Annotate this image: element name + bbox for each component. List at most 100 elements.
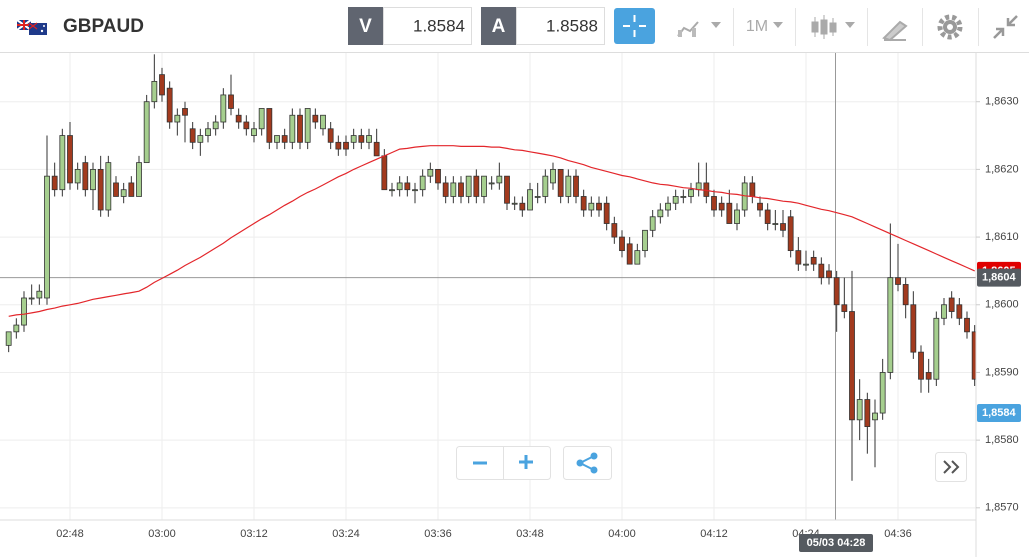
candle-body [565,175,572,197]
candle-body [856,399,863,421]
bid-box [383,7,472,45]
candle-body [396,182,403,191]
share-button[interactable] [563,446,612,480]
crosshair-icon [623,15,646,37]
y-tick-label: 1,8610 [985,231,1019,243]
candle-body [320,114,326,130]
candle-body [389,189,395,192]
y-tick-label: 1,8580 [985,434,1019,446]
y-tick-label: 1,8570 [985,502,1019,514]
candle-body [933,317,940,380]
y-tick-label: 1,8630 [985,96,1019,108]
candle-body [688,189,694,197]
crosshair-time-box [799,534,873,552]
crosshair-button[interactable] [614,8,655,44]
bid-price: 1.8584 [413,16,465,35]
candle-body [44,175,50,299]
candle-body [427,168,434,177]
candle-body [266,108,273,143]
candle-body [5,331,12,346]
x-tick-label: 03:00 [148,528,176,540]
chart-type-button[interactable] [677,21,721,37]
candle-body [36,290,43,299]
candle-body [151,80,158,103]
bid-button[interactable] [348,7,383,45]
candle-body [67,135,73,184]
collapse-button[interactable] [993,15,1018,39]
candle-body [864,399,871,427]
interval-button[interactable]: 1M [746,18,768,35]
interval-arrow[interactable] [773,22,783,28]
draw-button[interactable] [882,20,908,42]
candle-body [289,114,296,143]
candle-body [458,182,464,197]
candle-body [849,311,855,421]
candle-body [611,223,618,238]
candle-body [182,108,188,116]
candle-body [143,101,150,164]
candle-body [281,135,288,143]
candle-body [948,297,955,312]
candle-body [343,141,349,150]
candle-body [910,304,917,353]
candle-body [519,202,526,211]
candle-body [772,223,779,225]
candle-body [841,304,848,312]
candle-body [51,175,58,191]
candle-body [726,202,733,224]
candle-body [872,412,878,421]
candle-body [902,284,909,306]
candle-body [350,135,357,143]
candle-body [527,189,533,211]
candle-body [243,121,250,130]
candle-body [680,196,687,198]
candle-body [212,121,219,130]
candle-type-button[interactable] [811,15,855,39]
x-tick-label: 03:36 [424,528,452,540]
candle-body [488,182,495,185]
y-tick-label: 1,8590 [985,366,1019,378]
candle-body [197,135,204,143]
ask-box [516,7,605,45]
candle-body [764,209,771,224]
ask-button[interactable] [481,7,516,45]
x-tick-label: 04:00 [608,528,636,540]
candle-body [925,372,932,380]
candle-body [588,202,595,211]
candle-body [642,229,648,252]
candle-body [826,270,832,279]
candle-body [879,372,886,414]
candle-body [573,175,579,197]
candle-body [757,202,763,211]
price-tag [977,268,1021,287]
candle-body [82,162,89,191]
settings-button[interactable] [937,14,963,40]
candle-body [412,189,418,192]
candle-body [174,114,181,123]
candle-body [895,277,901,285]
candle-body [228,94,234,109]
candle-body [97,168,104,211]
candle-body [189,128,196,143]
candle-body [718,202,725,211]
candle-body [166,87,173,123]
candle-body [711,196,717,211]
bid-label[interactable]: V [359,16,372,37]
x-tick-label: 03:24 [332,528,360,540]
candle-body [818,263,825,279]
candle-body [603,202,610,224]
y-tick-label: 1,8620 [985,163,1019,175]
candle-body [596,202,602,211]
candle-body [634,250,641,265]
y-tick-label: 1,8600 [985,299,1019,311]
candle-body [21,297,27,326]
candle-body [450,182,457,197]
candle-body [734,209,740,224]
candle-body [918,351,924,380]
zoom-in[interactable] [519,455,533,469]
candle-body [274,135,280,143]
ask-label[interactable]: A [492,16,506,37]
candle-body [120,189,127,197]
candle-body [304,108,311,143]
candle-body [956,304,963,319]
